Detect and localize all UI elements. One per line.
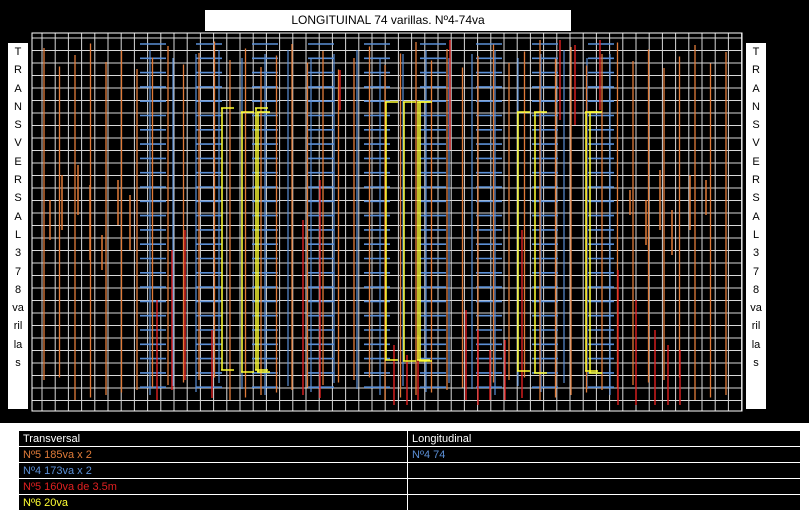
side-label-char: la — [751, 338, 761, 351]
legend-header-longitudinal: Longitudinal — [407, 430, 801, 447]
side-label-char: L — [14, 228, 22, 241]
legend-row: Nº5 160va de 3.5m — [18, 478, 801, 495]
side-label-char: S — [14, 192, 22, 205]
side-label-char: va — [750, 302, 762, 315]
legend-entry — [407, 494, 801, 511]
side-label-char: T — [752, 46, 760, 58]
side-label-char: E — [14, 155, 22, 168]
legend-row: Nº5 185va x 2 Nº4 74 — [18, 446, 801, 463]
side-label-char: ril — [751, 320, 761, 333]
legend-entry — [407, 462, 801, 479]
legend-row: Nº4 173va x 2 — [18, 462, 801, 479]
legend-entry: Nº5 160va de 3.5m — [18, 478, 408, 495]
legend-entry — [407, 478, 801, 495]
side-label-char: N — [752, 100, 760, 113]
legend-header-transversal: Transversal — [18, 430, 408, 447]
side-label-char: R — [752, 64, 760, 77]
orange-bar-layer — [43, 40, 727, 400]
legend-header-row: Transversal Longitudinal — [18, 430, 801, 447]
side-label-char: s — [753, 357, 759, 370]
side-label-char: N — [14, 100, 22, 113]
yellow-bar-layer — [221, 101, 602, 374]
side-label-char: T — [14, 46, 22, 58]
side-label-char: R — [14, 174, 22, 187]
side-label-right: T R A N S V E R S A L 3 7 8 va ril la s — [745, 42, 767, 410]
side-label-char: s — [15, 357, 21, 370]
side-label-char: 7 — [752, 265, 760, 278]
side-label-char: 8 — [14, 283, 22, 296]
slab-outline — [31, 32, 743, 412]
side-label-char: A — [752, 210, 760, 223]
side-label-char: ril — [13, 320, 23, 333]
side-label-char: S — [14, 119, 22, 132]
legend-table: Transversal Longitudinal Nº5 185va x 2 N… — [18, 430, 801, 511]
side-label-char: L — [752, 228, 760, 241]
side-label-char: S — [752, 192, 760, 205]
legend-entry: Nº4 173va x 2 — [18, 462, 408, 479]
side-label-char: R — [752, 174, 760, 187]
legend-entry: Nº5 185va x 2 — [18, 446, 408, 463]
red-bar-layer — [156, 40, 681, 405]
side-label-char: 3 — [752, 247, 760, 260]
side-label-char: A — [752, 82, 760, 95]
side-label-char: 3 — [14, 247, 22, 260]
legend-entry: Nº6 20va — [18, 494, 408, 511]
side-label-char: A — [14, 82, 22, 95]
legend-entry: Nº4 74 — [407, 446, 801, 463]
drawing-title: LONGITUINAL 74 varillas. Nº4-74va — [205, 10, 571, 31]
side-label-char: S — [752, 119, 760, 132]
side-label-char: R — [14, 64, 22, 77]
side-label-char: E — [752, 155, 760, 168]
side-label-char: la — [13, 338, 23, 351]
blue-bar-layer — [140, 43, 614, 395]
side-label-char: V — [14, 137, 22, 150]
legend-row: Nº6 20va — [18, 494, 801, 511]
rebar-plan — [31, 32, 743, 412]
side-label-char: V — [752, 137, 760, 150]
side-label-left: T R A N S V E R S A L 3 7 8 va ril la s — [7, 42, 29, 410]
side-label-char: 8 — [752, 283, 760, 296]
side-label-char: A — [14, 210, 22, 223]
side-label-char: va — [12, 302, 24, 315]
side-label-char: 7 — [14, 265, 22, 278]
